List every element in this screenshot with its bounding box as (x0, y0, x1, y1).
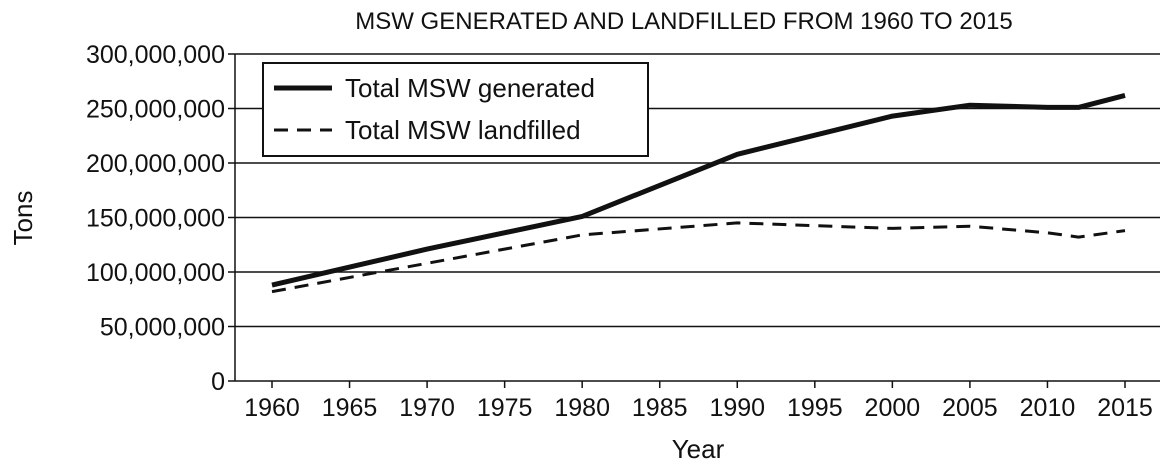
x-tick-label-4: 1980 (554, 394, 610, 422)
legend-label-landfilled: Total MSW landfilled (345, 115, 581, 145)
y-axis-label: Tons (8, 191, 38, 246)
x-axis-ticks: 1960 1965 1970 1975 1980 1985 1990 1995 2000 2005… (244, 381, 1153, 422)
y-tick-label-1: 50,000,000 (100, 314, 225, 342)
x-tick-label-5: 1985 (632, 394, 688, 422)
x-tick-label-11: 2015 (1097, 394, 1153, 422)
y-tick-label-5: 250,000,000 (86, 96, 225, 124)
legend-label-generated: Total MSW generated (345, 73, 595, 103)
y-tick-label-3: 150,000,000 (86, 205, 225, 233)
x-tick-label-9: 2005 (942, 394, 998, 422)
chart-title: MSW GENERATED AND LANDFILLED FROM 1960 T… (355, 8, 1013, 35)
x-tick-label-6: 1990 (709, 394, 765, 422)
x-tick-label-7: 1995 (787, 394, 843, 422)
y-tick-label-4: 200,000,000 (86, 150, 225, 178)
legend-box (262, 62, 649, 157)
y-axis-ticks: 0 50,000,000 100,000,000 150,000,000 200,000… (86, 41, 235, 396)
x-tick-label-2: 1970 (399, 394, 455, 422)
x-tick-label-3: 1975 (477, 394, 533, 422)
y-tick-label-6: 300,000,000 (86, 41, 225, 69)
x-tick-label-1: 1965 (322, 394, 378, 422)
x-tick-label-8: 2000 (865, 394, 921, 422)
x-tick-label-0: 1960 (244, 394, 300, 422)
series-lines (271, 92, 1126, 294)
x-tick-label-10: 2010 (1020, 394, 1076, 422)
y-tick-label-0: 0 (211, 368, 225, 396)
y-tick-label-2: 100,000,000 (86, 259, 225, 287)
legend: Total MSW generated Total MSW landfilled (262, 62, 649, 157)
x-axis-label: Year (672, 434, 725, 464)
